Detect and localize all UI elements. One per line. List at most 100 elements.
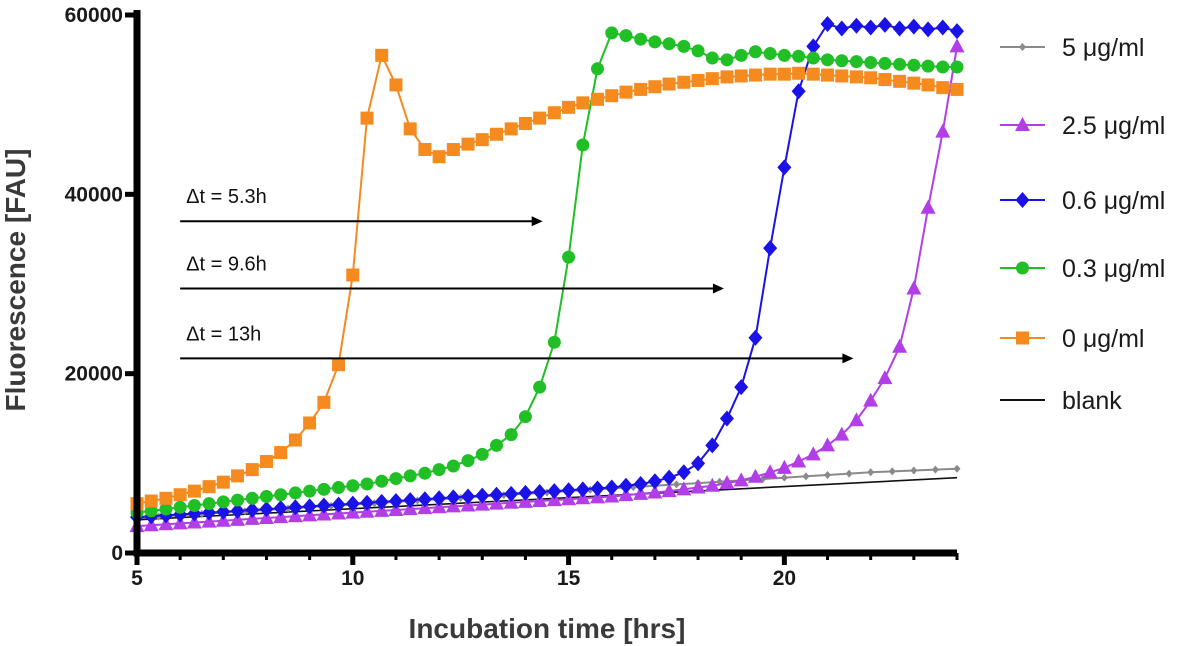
legend-label: 5 μg/ml xyxy=(1062,34,1144,62)
x-tick-label: 15 xyxy=(557,567,581,590)
data-point xyxy=(288,486,302,500)
data-point xyxy=(259,490,273,504)
data-point xyxy=(316,497,331,514)
data-point xyxy=(245,463,259,477)
annotation-arrowhead xyxy=(842,353,854,364)
data-point xyxy=(461,137,475,151)
legend-swatch-marker xyxy=(1019,43,1026,51)
data-point xyxy=(691,73,705,87)
annotation-label: Δt = 9.6h xyxy=(186,253,267,275)
data-point xyxy=(720,53,734,67)
data-point xyxy=(518,410,532,424)
series-line xyxy=(136,31,957,514)
data-point xyxy=(418,143,432,156)
data-point xyxy=(461,488,476,505)
data-point xyxy=(762,464,778,479)
series-2 xyxy=(130,15,964,526)
data-point xyxy=(590,480,605,497)
data-point xyxy=(317,395,331,409)
data-point xyxy=(704,477,720,492)
data-point xyxy=(777,48,791,62)
data-point xyxy=(332,358,346,372)
data-point xyxy=(403,492,418,509)
data-point xyxy=(792,49,806,63)
data-point xyxy=(303,416,317,430)
series-4 xyxy=(130,48,964,511)
data-point xyxy=(748,45,762,59)
data-point xyxy=(562,100,576,114)
data-point xyxy=(288,433,302,447)
data-point xyxy=(374,493,389,510)
data-point xyxy=(259,501,274,518)
data-point xyxy=(345,495,360,512)
data-point xyxy=(302,498,317,515)
data-point xyxy=(346,268,360,282)
data-point xyxy=(763,67,777,81)
data-point xyxy=(144,494,158,508)
annotation-arrowhead xyxy=(531,216,543,227)
data-point xyxy=(446,489,461,506)
data-point xyxy=(662,37,676,51)
data-point xyxy=(892,20,907,37)
legend-label: 0.3 μg/ml xyxy=(1062,255,1165,283)
data-point xyxy=(575,481,590,498)
data-point xyxy=(245,501,260,518)
y-tick-label: 40000 xyxy=(65,183,123,206)
legend-item-0: 5 μg/ml xyxy=(1000,34,1144,62)
y-tick-label: 20000 xyxy=(65,363,123,386)
data-point xyxy=(547,106,561,120)
data-point xyxy=(878,73,892,87)
data-point xyxy=(303,484,317,498)
data-point xyxy=(892,338,908,353)
data-point xyxy=(893,57,907,71)
data-point xyxy=(144,504,158,518)
data-point xyxy=(802,472,810,481)
data-point xyxy=(677,39,691,53)
data-point xyxy=(331,496,346,513)
data-point xyxy=(719,410,734,427)
data-point xyxy=(864,56,878,70)
data-point xyxy=(159,491,173,505)
legend-item-4: 0 μg/ml xyxy=(1000,325,1144,353)
x-axis-title: Incubation time [hrs] xyxy=(409,613,686,644)
data-point xyxy=(490,438,504,452)
data-point xyxy=(907,58,921,72)
data-point xyxy=(835,69,849,83)
data-point xyxy=(619,29,633,43)
legend-item-1: 2.5 μg/ml xyxy=(1000,112,1165,140)
data-point xyxy=(417,491,432,508)
data-point xyxy=(518,484,533,501)
data-point xyxy=(187,505,202,522)
data-point xyxy=(360,477,374,491)
data-point xyxy=(820,437,836,452)
legend-label: 0.6 μg/ml xyxy=(1062,187,1165,215)
legend-swatch-marker xyxy=(1015,117,1030,131)
data-point xyxy=(877,370,893,385)
legend-label: 0 μg/ml xyxy=(1062,325,1144,353)
data-point xyxy=(489,486,504,503)
data-point xyxy=(921,78,935,92)
data-point xyxy=(792,66,806,80)
data-point xyxy=(931,465,939,474)
data-point xyxy=(806,51,820,65)
data-point xyxy=(845,469,853,478)
data-point xyxy=(921,59,935,73)
axes: 0 20000 40000 60000 5 10 15 20 xyxy=(65,4,959,590)
series-1 xyxy=(129,38,965,533)
data-point xyxy=(763,240,778,257)
data-point xyxy=(950,23,964,40)
data-point xyxy=(230,502,245,519)
data-point xyxy=(920,199,936,214)
data-point xyxy=(676,464,691,481)
data-point xyxy=(806,38,821,55)
data-point xyxy=(676,481,692,496)
data-point xyxy=(849,70,863,84)
data-point xyxy=(346,479,360,493)
data-point xyxy=(777,67,791,81)
data-point xyxy=(820,15,835,32)
series-line xyxy=(136,52,958,505)
data-point xyxy=(863,19,878,36)
annotation-1: Δt = 9.6h xyxy=(180,253,724,294)
legend-swatch-marker xyxy=(1015,192,1030,208)
data-point xyxy=(375,474,389,488)
